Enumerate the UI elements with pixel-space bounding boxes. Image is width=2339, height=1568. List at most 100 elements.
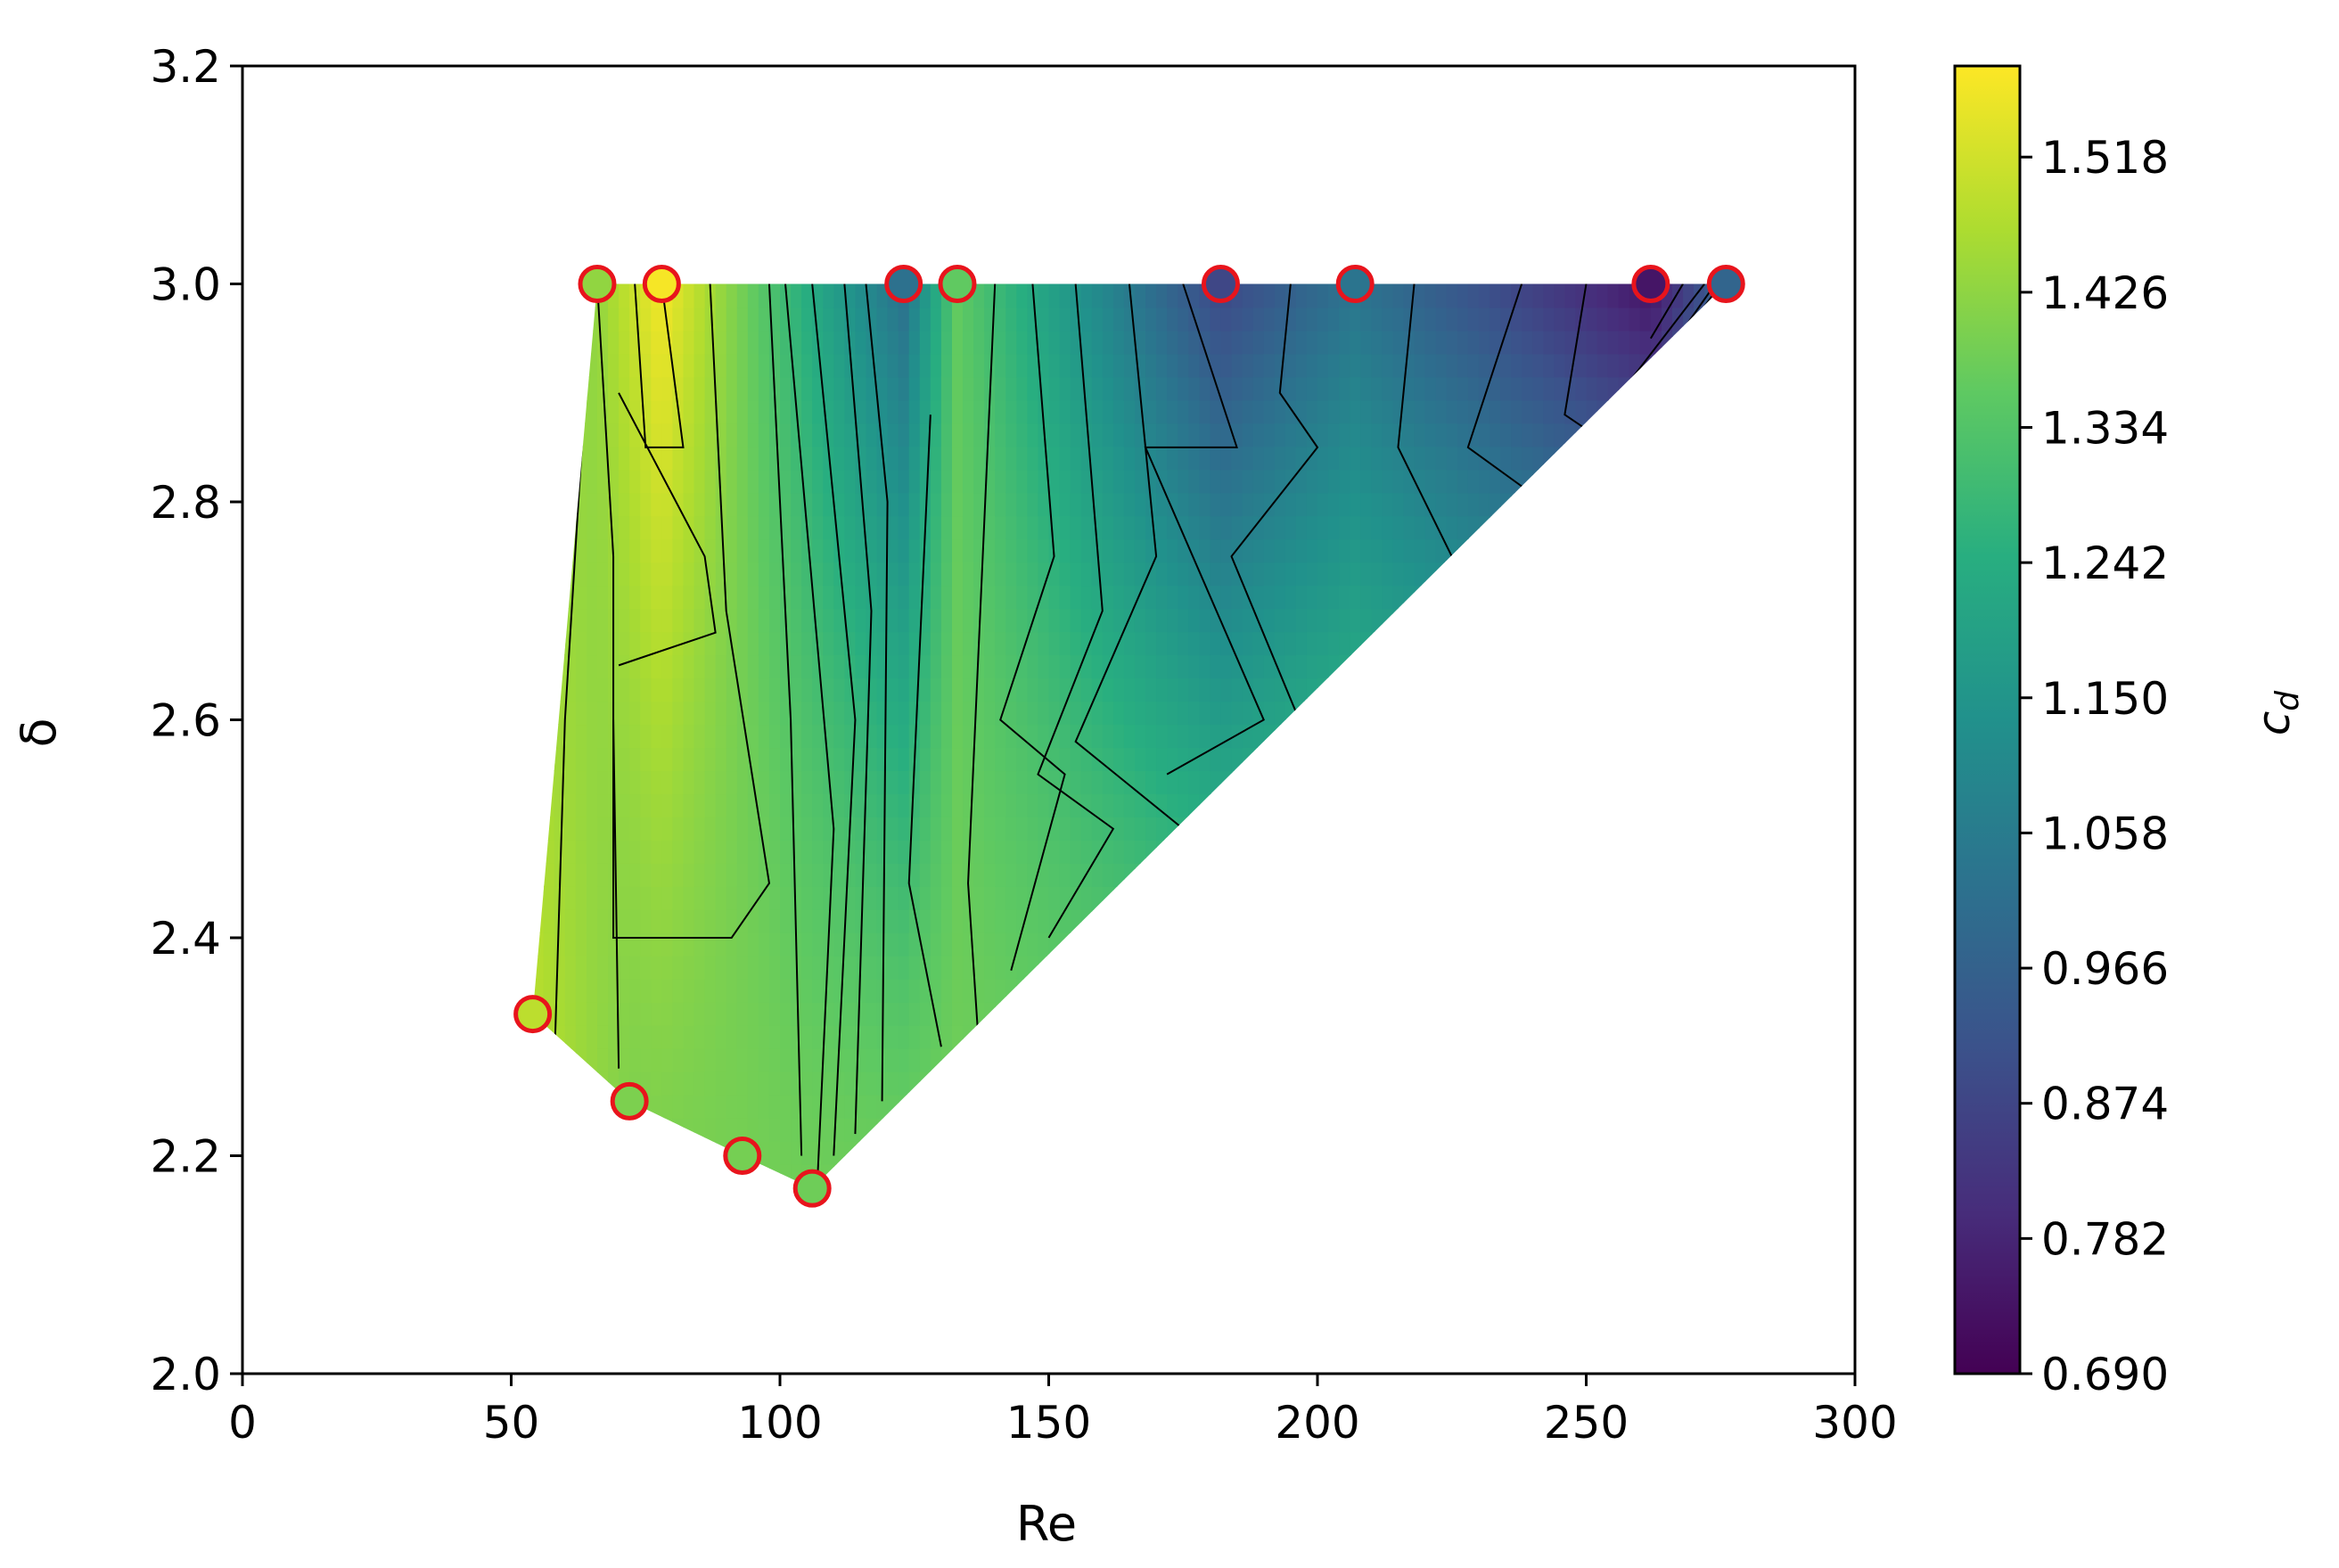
field-cell xyxy=(1392,816,1405,841)
field-cell xyxy=(736,307,749,332)
field-cell xyxy=(1070,399,1082,424)
field-cell xyxy=(1726,770,1737,794)
field-cell xyxy=(693,1163,706,1188)
field-cell xyxy=(715,330,727,355)
field-cell xyxy=(1489,376,1502,401)
field-cell xyxy=(1726,307,1737,331)
field-cell xyxy=(1629,538,1641,563)
field-cell xyxy=(736,330,749,355)
field-cell xyxy=(1199,423,1211,447)
field-cell xyxy=(1328,515,1341,540)
field-cell xyxy=(596,701,610,726)
field-cell xyxy=(1586,631,1598,656)
field-cell xyxy=(1220,1140,1233,1165)
field-cell xyxy=(704,654,717,679)
field-cell xyxy=(1263,770,1276,795)
field-cell xyxy=(575,701,587,726)
field-cell xyxy=(1123,1117,1136,1142)
field-cell xyxy=(1618,307,1630,332)
field-cell xyxy=(1586,446,1598,471)
field-cell xyxy=(780,885,792,910)
field-cell xyxy=(1715,538,1727,563)
field-cell xyxy=(1231,701,1243,726)
field-cell xyxy=(1284,492,1297,517)
field-cell xyxy=(866,446,878,471)
field-cell xyxy=(596,770,610,795)
field-cell xyxy=(619,1024,631,1049)
field-cell xyxy=(1564,446,1577,471)
field-cell xyxy=(1607,677,1620,702)
field-cell xyxy=(704,1094,717,1119)
field-cell xyxy=(1596,1117,1609,1142)
field-cell xyxy=(1339,562,1351,587)
field-cell xyxy=(672,515,685,540)
field-cell xyxy=(1210,492,1222,517)
field-cell xyxy=(1252,376,1265,401)
field-cell xyxy=(1607,469,1620,494)
field-cell xyxy=(951,1163,964,1188)
field-cell xyxy=(596,631,610,656)
field-cell xyxy=(1167,955,1179,980)
field-cell xyxy=(1038,701,1050,726)
field-cell xyxy=(1694,469,1706,494)
field-cell xyxy=(1382,747,1394,772)
field-cell xyxy=(812,862,825,887)
field-cell xyxy=(1156,423,1169,447)
field-cell xyxy=(930,654,942,679)
field-cell xyxy=(1457,793,1469,817)
field-cell xyxy=(1500,1140,1513,1165)
data-point-marker xyxy=(1201,265,1240,303)
field-cell xyxy=(1586,908,1598,933)
field-cell xyxy=(1317,1071,1330,1096)
field-cell xyxy=(1080,1071,1093,1096)
colorbar-ticks: 0.6900.7820.8740.9661.0581.1501.2421.334… xyxy=(2020,132,2169,1400)
field-cell xyxy=(736,399,749,424)
field-cell xyxy=(1284,816,1297,841)
field-cell xyxy=(951,631,964,656)
field-cell xyxy=(1403,816,1416,841)
field-cell xyxy=(1016,955,1029,980)
field-cell xyxy=(532,1140,545,1165)
field-cell xyxy=(833,353,846,378)
field-cell xyxy=(1274,793,1286,817)
field-cell xyxy=(640,608,652,633)
field-cell xyxy=(1607,1140,1620,1165)
field-cell xyxy=(973,585,986,610)
field-cell xyxy=(1016,770,1029,795)
field-cell xyxy=(1016,978,1029,1003)
field-cell xyxy=(575,631,587,656)
field-cell xyxy=(1414,469,1426,494)
field-cell xyxy=(1252,677,1265,702)
field-cell xyxy=(1016,423,1029,447)
field-cell xyxy=(1607,608,1620,633)
field-cell xyxy=(596,1163,610,1188)
field-cell xyxy=(1694,446,1706,471)
field-cell xyxy=(1694,955,1706,980)
field-cell xyxy=(1102,1140,1114,1165)
field-cell xyxy=(1112,862,1125,887)
field-cell xyxy=(1167,885,1179,910)
field-cell xyxy=(1467,1186,1480,1189)
field-cell xyxy=(1048,446,1061,471)
field-cell xyxy=(586,724,598,749)
field-cell xyxy=(833,492,846,517)
field-cell xyxy=(1607,631,1620,656)
field-cell xyxy=(575,885,587,910)
field-cell xyxy=(1123,1094,1136,1119)
field-cell xyxy=(1328,353,1341,378)
field-cell xyxy=(1091,1140,1104,1165)
field-cell xyxy=(995,469,1007,494)
field-cell xyxy=(1661,724,1673,749)
field-cell xyxy=(1424,701,1437,726)
field-cell xyxy=(940,538,953,563)
field-cell xyxy=(930,469,942,494)
field-cell xyxy=(1242,747,1254,772)
field-cell xyxy=(1575,1024,1588,1049)
field-cell xyxy=(887,908,899,933)
field-cell xyxy=(1650,654,1662,679)
field-cell xyxy=(1575,793,1588,817)
field-cell xyxy=(1532,399,1545,424)
field-cell xyxy=(1446,793,1458,817)
field-cell xyxy=(619,677,631,702)
field-cell xyxy=(1435,978,1448,1003)
